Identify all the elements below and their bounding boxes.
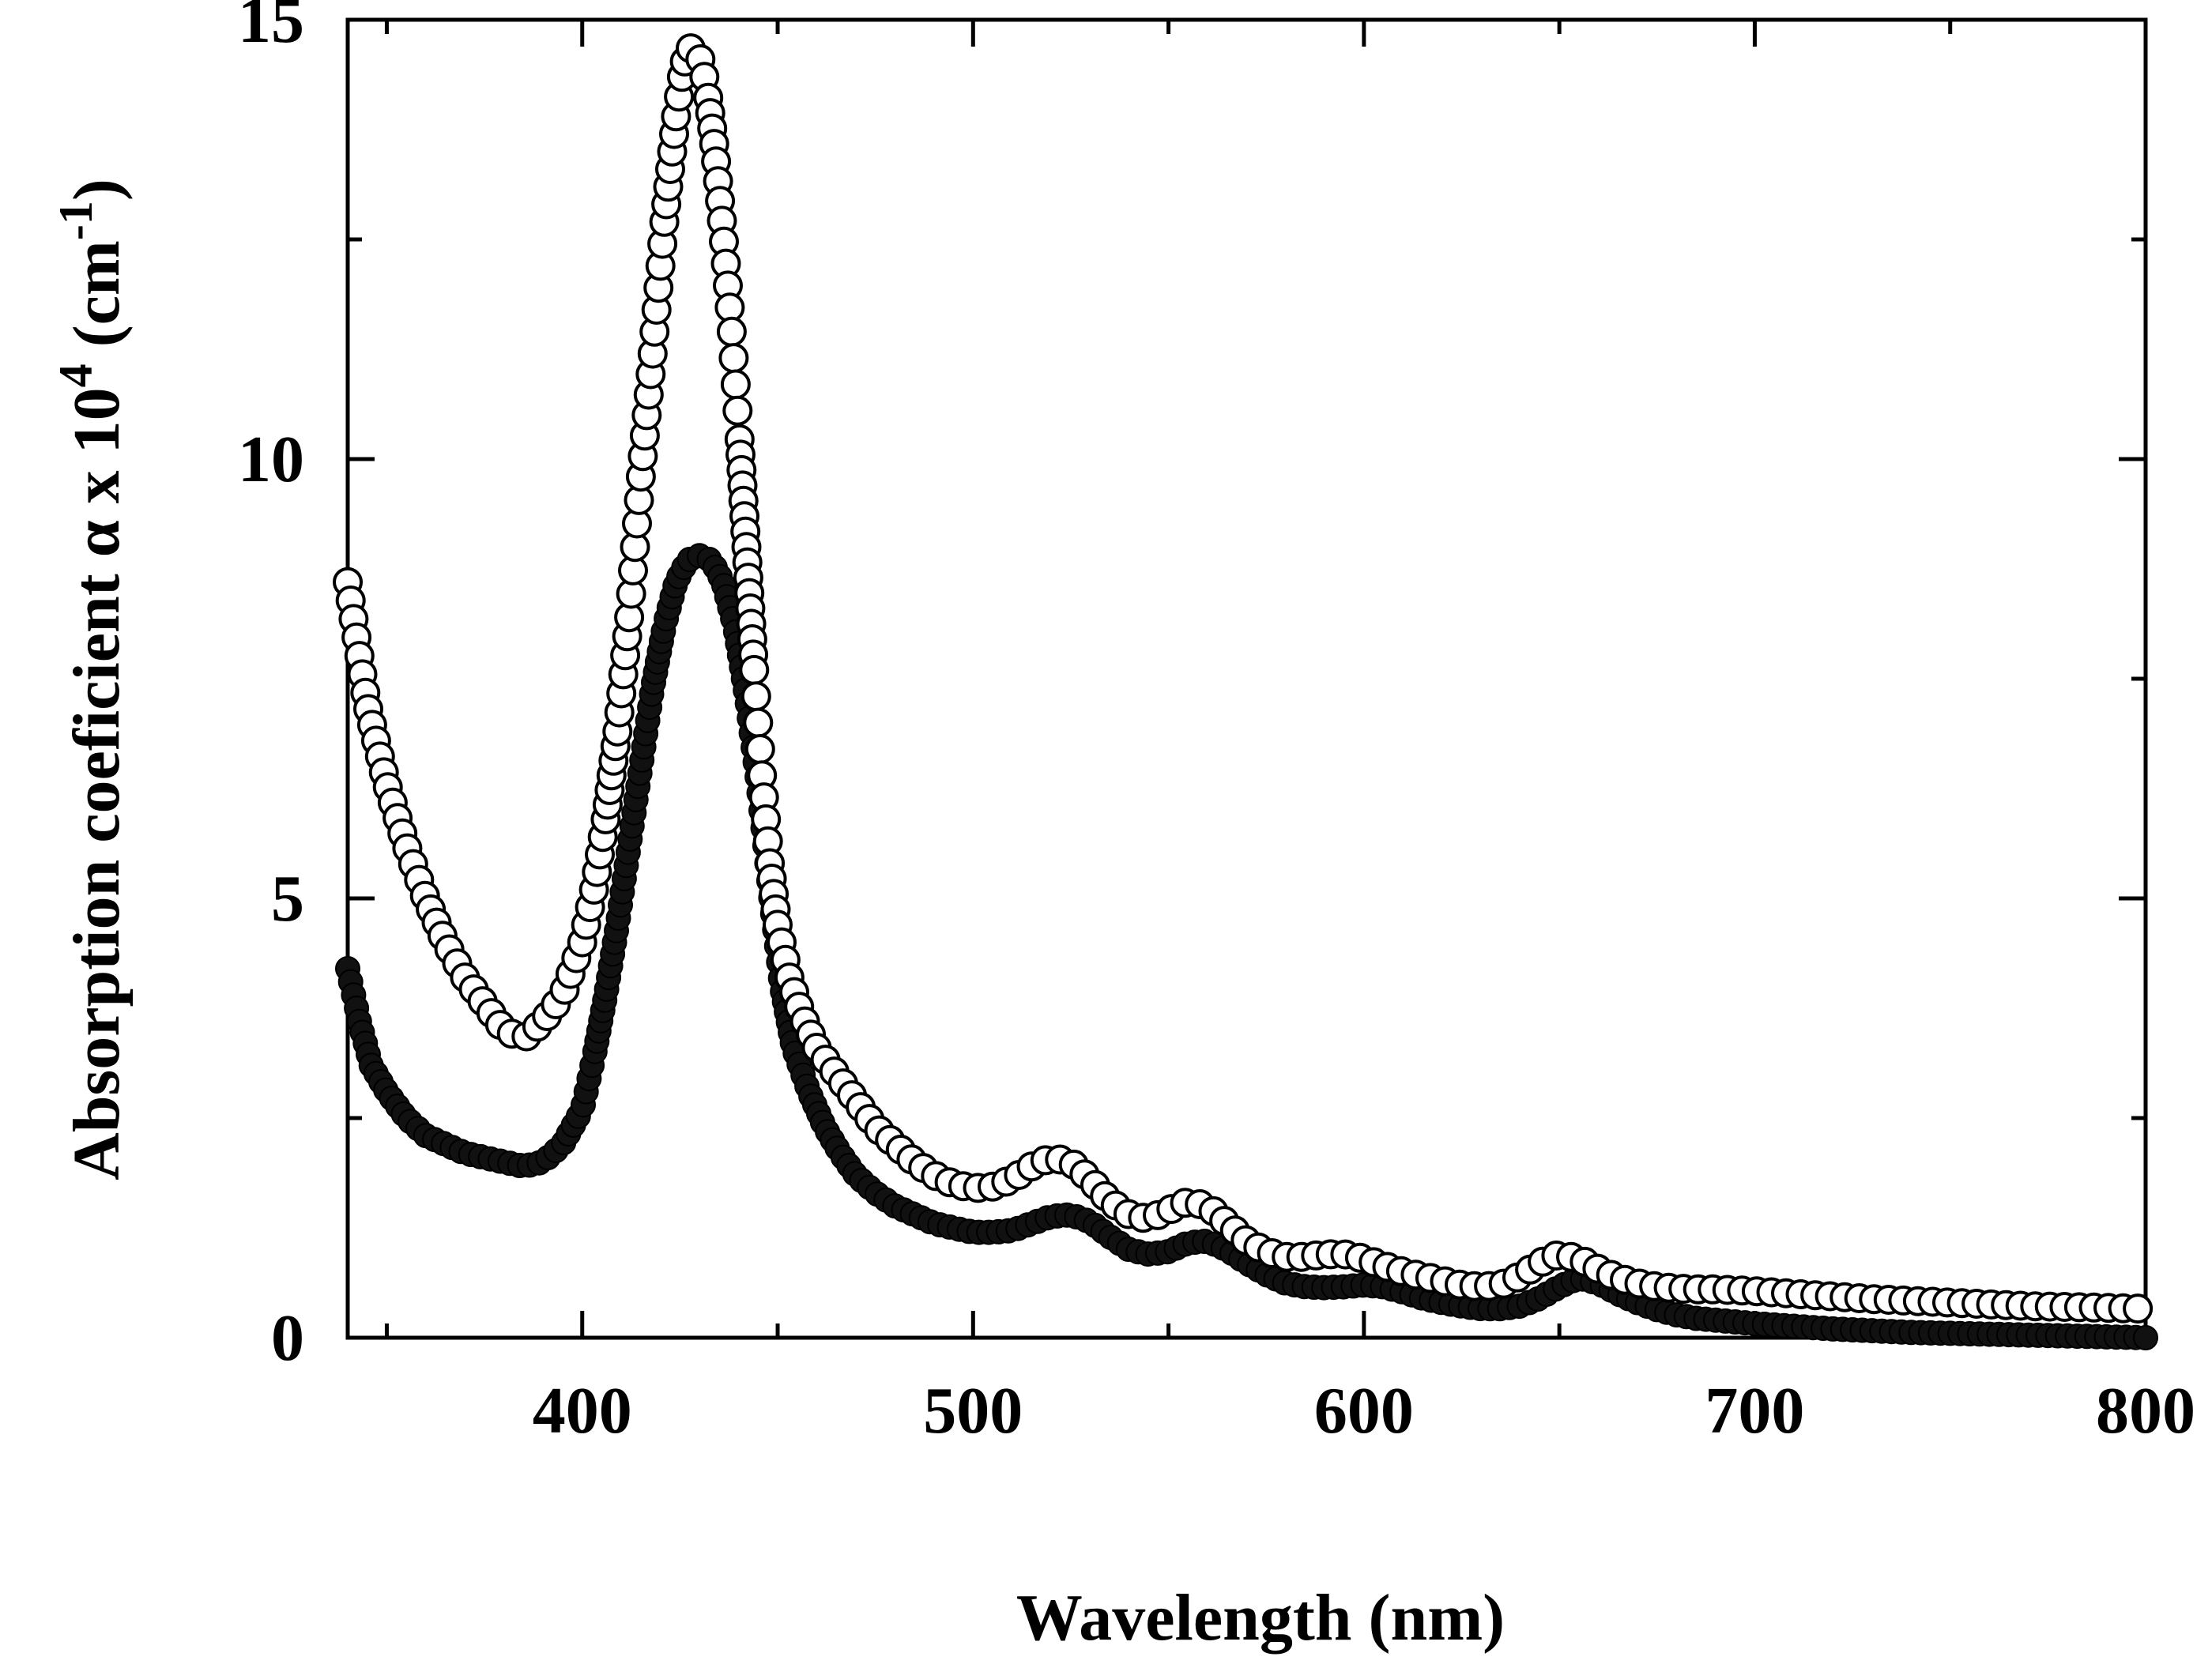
open-circle-point	[720, 369, 751, 400]
y-tick-labels: 0 5 10 15	[238, 0, 304, 1375]
y-axis-title-unit-close: )	[60, 179, 134, 201]
y-axis-title-alpha: α	[60, 520, 134, 557]
series-filled-circles	[335, 543, 2158, 1350]
y-axis-title-unit-open: (cm	[60, 240, 134, 363]
x-tick-label: 800	[2096, 1374, 2195, 1448]
y-axis-title-unit-exponent: -1	[50, 201, 102, 240]
y-axis-title-prefix: Absorption coeficient	[60, 557, 134, 1180]
open-circle-point	[716, 316, 747, 347]
open-circle-point	[718, 343, 749, 374]
y-tick-label: 15	[238, 0, 304, 57]
open-circle-point	[722, 395, 753, 426]
filled-circle-point	[2133, 1325, 2158, 1350]
y-tick-label: 0	[271, 1301, 304, 1375]
y-axis-title-exponent: 4	[50, 363, 102, 387]
open-circle-point	[739, 654, 770, 685]
y-axis-title: Absorption coeficient α x 104 (cm-1)	[50, 179, 134, 1180]
series-open-circles	[333, 33, 2154, 1324]
open-circle-point	[2123, 1293, 2154, 1324]
x-axis-title: Wavelength (nm)	[1016, 1581, 1505, 1655]
x-tick-label: 500	[923, 1374, 1023, 1448]
x-tick-labels: 400 500 600 700 800	[533, 1374, 2195, 1448]
y-tick-label: 5	[271, 862, 304, 936]
open-circle-point	[740, 681, 771, 712]
open-circle-point	[743, 707, 774, 738]
y-tick-label: 10	[238, 423, 304, 496]
x-tick-label: 600	[1314, 1374, 1414, 1448]
open-circle-point	[744, 734, 775, 764]
x-tick-label: 400	[533, 1374, 632, 1448]
x-tick-label: 700	[1705, 1374, 1804, 1448]
y-axis-title-middle: x 10	[60, 387, 134, 520]
